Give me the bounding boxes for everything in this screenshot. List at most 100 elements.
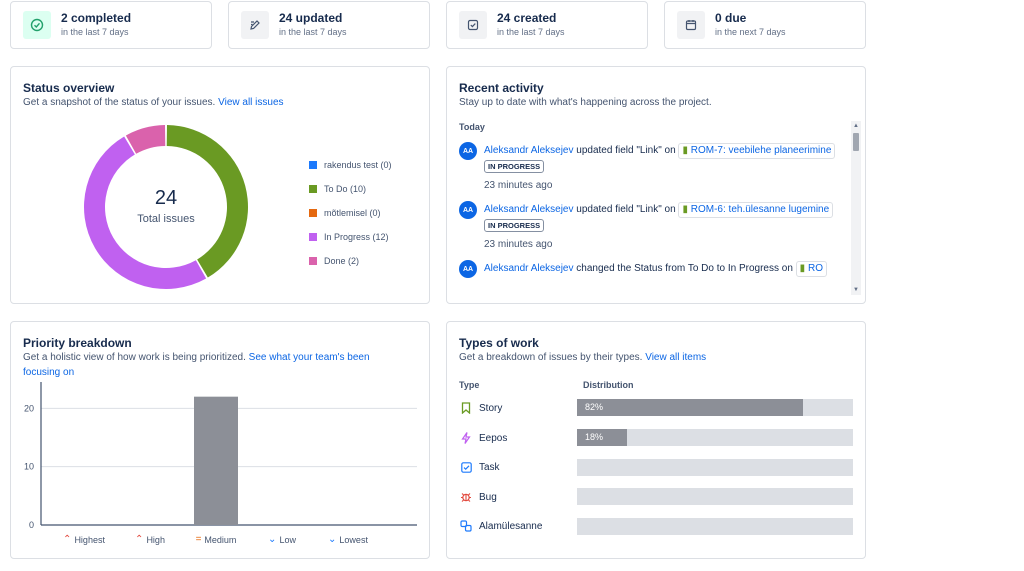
stat-updated[interactable]: 24 updated in the last 7 days xyxy=(228,1,430,49)
low-priority-icon: ⌄ xyxy=(268,534,277,545)
panel-subtitle-text: Get a breakdown of issues by their types… xyxy=(459,352,643,363)
panel-title: Types of work xyxy=(459,336,539,350)
x-tick-text: High xyxy=(146,534,165,545)
activity-item: AA Aleksandr Aleksejev updated field "Li… xyxy=(459,201,849,250)
type-name: Task xyxy=(479,461,500,473)
x-tick-label: ⌃ Highest xyxy=(51,534,117,545)
panel-subtitle: Stay up to date with what's happening ac… xyxy=(459,97,712,108)
panel-subtitle: Get a snapshot of the status of your iss… xyxy=(23,95,284,110)
stat-subtitle: in the last 7 days xyxy=(279,27,347,37)
donut-slice-done[interactable] xyxy=(125,125,166,154)
type-row-subtask[interactable]: Alamülesanne xyxy=(459,517,542,535)
activity-scrollbar[interactable]: ▲ ▼ xyxy=(851,121,861,295)
legend-label: In Progress (12) xyxy=(324,232,389,242)
panel-subtitle: Get a holistic view of how work is being… xyxy=(23,350,403,380)
x-tick-text: Medium xyxy=(204,534,237,545)
column-header-distribution: Distribution xyxy=(583,380,634,390)
legend-swatch xyxy=(309,257,317,265)
user-link[interactable]: Aleksandr Aleksejev xyxy=(484,145,574,156)
team-focus-link[interactable]: See what your team's been focusing on xyxy=(23,352,370,378)
type-row-bug[interactable]: Bug xyxy=(459,488,497,506)
stat-value: 24 updated xyxy=(279,11,343,25)
highest-priority-icon: ⌃ xyxy=(63,534,72,545)
activity-action: updated field "Link" on xyxy=(576,204,676,215)
user-link[interactable]: Aleksandr Aleksejev xyxy=(484,263,574,274)
issue-link[interactable]: ▮ ROM-7: veebilehe planeerimine xyxy=(678,143,836,159)
y-tick-label: 20 xyxy=(24,403,34,413)
avatar[interactable]: AA xyxy=(459,142,477,160)
priority-bar-medium[interactable] xyxy=(194,396,238,525)
distribution-bar[interactable] xyxy=(577,518,853,535)
panel-title: Status overview xyxy=(23,81,115,95)
legend-item[interactable]: Done (2) xyxy=(309,249,392,273)
avatar[interactable]: AA xyxy=(459,201,477,219)
activity-text: Aleksandr Aleksejev updated field "Link"… xyxy=(484,201,840,235)
user-link[interactable]: Aleksandr Aleksejev xyxy=(484,204,574,215)
activity-text: Aleksandr Aleksejev changed the Status f… xyxy=(484,260,840,277)
scrollbar-thumb[interactable] xyxy=(853,133,859,151)
story-icon: ▮ xyxy=(682,204,688,215)
bug-icon xyxy=(459,491,473,503)
legend-swatch xyxy=(309,233,317,241)
stat-created[interactable]: 24 created in the last 7 days xyxy=(446,1,648,49)
legend-item[interactable]: mõtlemisel (0) xyxy=(309,201,392,225)
issue-link-text: ROM-6: teh.ülesanne lugemine xyxy=(690,204,830,215)
type-name: Eepos xyxy=(479,432,508,444)
recent-activity-panel: Recent activity Stay up to date with wha… xyxy=(446,66,866,304)
distribution-bar[interactable]: 18% xyxy=(577,429,853,446)
x-tick-label: ⌄ Lowest xyxy=(315,534,381,545)
y-tick-label: 10 xyxy=(24,462,34,472)
x-tick-label: ⌄ Low xyxy=(249,534,315,545)
distribution-bar[interactable]: 82% xyxy=(577,399,853,416)
panel-subtitle: Get a breakdown of issues by their types… xyxy=(459,350,706,365)
legend-item[interactable]: In Progress (12) xyxy=(309,225,392,249)
subtask-icon xyxy=(459,520,473,532)
check-circle-icon xyxy=(23,11,51,39)
distribution-bar[interactable] xyxy=(577,488,853,505)
stat-value: 2 completed xyxy=(61,11,132,25)
type-row-story[interactable]: Story xyxy=(459,399,502,417)
activity-day-heading: Today xyxy=(459,122,485,132)
legend-label: Done (2) xyxy=(324,256,360,266)
story-icon: ▮ xyxy=(799,263,806,274)
panel-subtitle-text: Get a holistic view of how work is being… xyxy=(23,352,246,363)
issue-link[interactable]: ▮ RO xyxy=(795,261,827,277)
view-all-issues-link[interactable]: View all issues xyxy=(218,97,284,108)
stat-due[interactable]: 0 due in the next 7 days xyxy=(664,1,866,49)
calendar-icon xyxy=(677,11,705,39)
activity-item: AA Aleksandr Aleksejev updated field "Li… xyxy=(459,142,849,191)
status-donut-chart xyxy=(83,125,248,289)
donut-total-value: 24 xyxy=(154,187,178,209)
add-task-icon xyxy=(459,11,487,39)
medium-priority-icon: = xyxy=(195,534,202,545)
story-icon xyxy=(459,402,473,414)
avatar[interactable]: AA xyxy=(459,260,477,278)
priority-bar-chart: 0 10 20 xyxy=(24,382,417,530)
legend-swatch xyxy=(309,209,317,217)
issue-link[interactable]: ▮ ROM-6: teh.ülesanne lugemine xyxy=(678,202,834,218)
type-row-task[interactable]: Task xyxy=(459,458,500,476)
type-row-epic[interactable]: Eepos xyxy=(459,429,507,447)
legend-item[interactable]: To Do (10) xyxy=(309,177,392,201)
status-legend: rakendus test (0) To Do (10) mõtlemisel … xyxy=(309,153,392,273)
distribution-bar[interactable] xyxy=(577,459,853,476)
stat-completed[interactable]: 2 completed in the last 7 days xyxy=(10,1,212,49)
legend-label: rakendus test (0) xyxy=(324,160,392,170)
scroll-down-icon[interactable]: ▼ xyxy=(853,287,859,293)
scroll-up-icon[interactable]: ▲ xyxy=(853,123,859,129)
activity-action: changed the Status from To Do to In Prog… xyxy=(576,263,793,274)
donut-slice-in-progress[interactable] xyxy=(83,136,207,289)
stat-value: 0 due xyxy=(715,11,747,25)
donut-slice-to-do[interactable] xyxy=(166,125,248,278)
legend-item[interactable]: rakendus test (0) xyxy=(309,153,392,177)
activity-action: updated field "Link" on xyxy=(576,145,676,156)
types-of-work-panel: Types of work Get a breakdown of issues … xyxy=(446,321,866,559)
view-all-items-link[interactable]: View all items xyxy=(645,352,707,363)
priority-breakdown-panel: Priority breakdown Get a holistic view o… xyxy=(10,321,430,559)
stat-subtitle: in the last 7 days xyxy=(497,27,565,37)
story-icon: ▮ xyxy=(682,145,688,156)
x-tick-text: Low xyxy=(279,534,296,545)
stat-subtitle: in the next 7 days xyxy=(715,27,786,37)
legend-swatch xyxy=(309,161,317,169)
epic-icon xyxy=(459,432,473,444)
